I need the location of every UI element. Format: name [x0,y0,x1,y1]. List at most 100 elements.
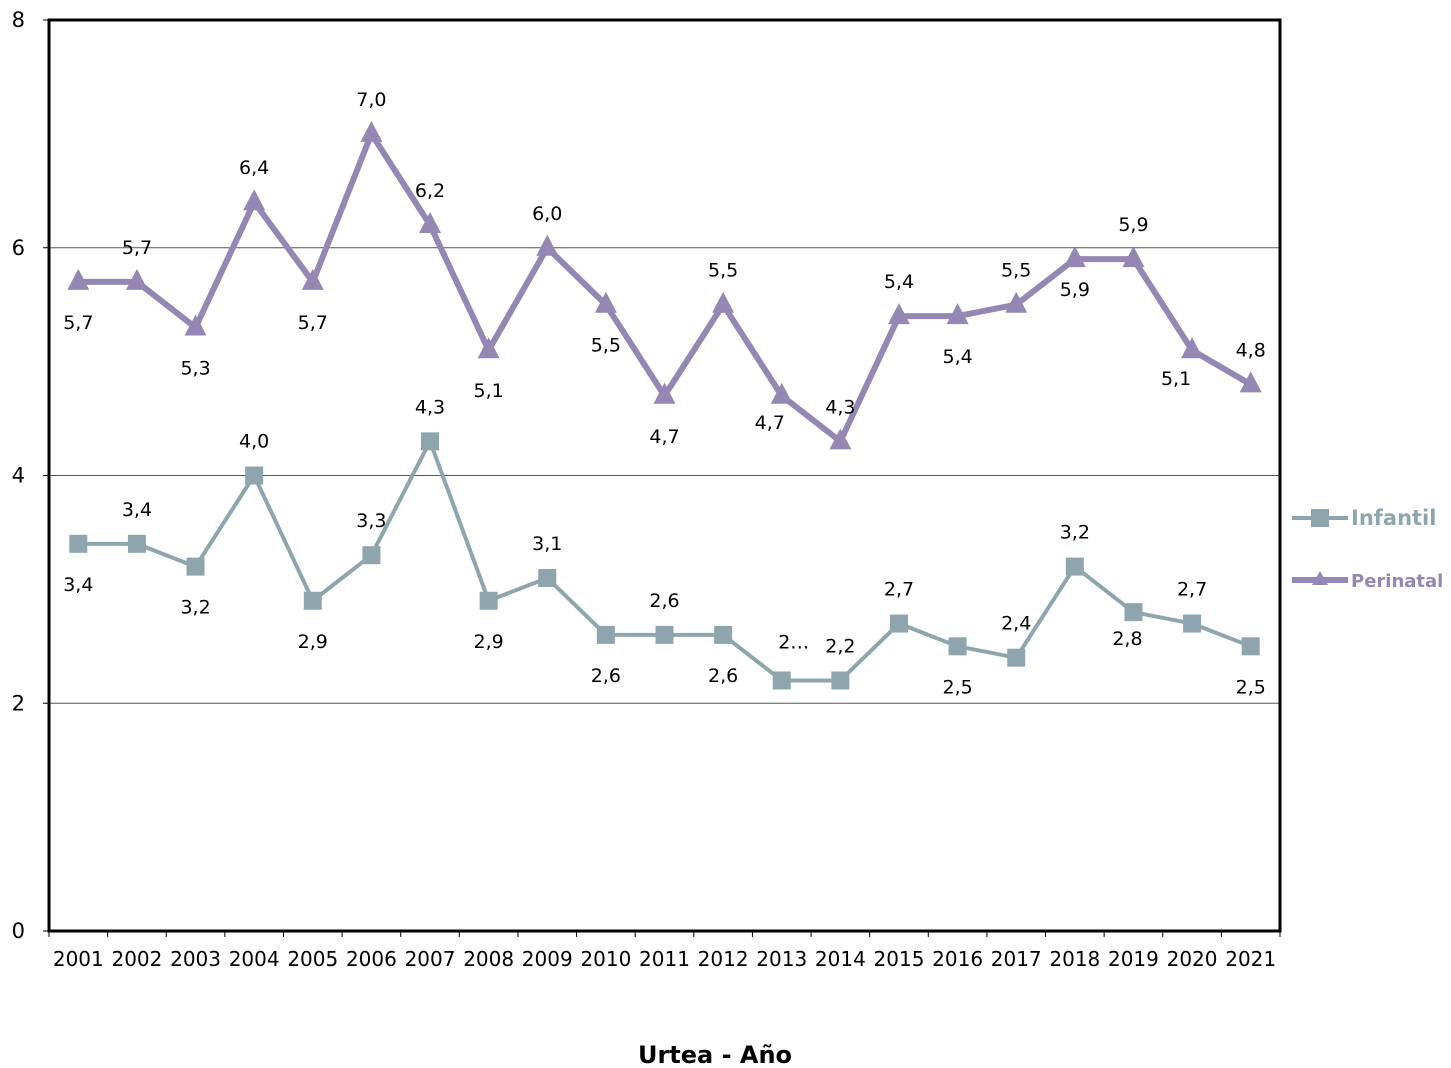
data-label: 3,2 [180,597,210,619]
data-label: 4,0 [239,431,269,453]
data-label: 5,7 [122,237,152,259]
x-tick-label: 2015 [874,947,925,971]
x-tick-label: 2006 [346,947,397,971]
data-label: 2,9 [474,631,504,653]
data-point-marker [421,432,440,451]
data-label: 4,3 [825,396,855,418]
data-label: 5,5 [708,260,738,282]
data-label: 5,1 [1161,368,1191,390]
data-label: 5,1 [474,380,504,402]
data-point-marker [69,534,88,553]
data-label: 2,7 [1177,579,1207,601]
x-tick-label: 2014 [815,947,866,971]
x-tick-label: 2019 [1108,947,1159,971]
data-point-marker [772,671,791,690]
x-tick-label: 2017 [991,947,1042,971]
data-point-marker [125,268,148,290]
data-label: 2,6 [649,590,679,612]
data-point-marker [770,382,793,404]
x-tick-label: 2010 [580,947,631,971]
data-point-marker [653,382,676,404]
data-point-marker [243,189,266,211]
x-tick-label: 2003 [170,947,221,971]
x-tick-label: 2013 [756,947,807,971]
data-point-marker [1065,557,1084,576]
data-label: 4,8 [1236,339,1266,361]
data-label: 3,4 [63,574,93,596]
plot-area-frame [47,18,1282,933]
series-group [67,120,1262,690]
data-point-marker [67,268,90,290]
data-label: 5,5 [1001,260,1031,282]
legend-marker [1311,509,1329,527]
x-axis: 2001 2002 2003 2004 2005 2006 2007 2008 2009 2010… [48,931,1281,971]
data-label: 2,6 [708,665,738,687]
data-point-marker [1124,603,1143,622]
data-label: 2,7 [884,579,914,601]
x-tick-label: 2011 [639,947,690,971]
data-point-marker [714,625,733,644]
data-point-marker [887,303,910,325]
x-tick-label: 2016 [932,947,983,971]
data-label: 5,9 [1118,214,1148,236]
data-label: 5,4 [884,271,914,293]
data-label: 6,4 [239,157,269,179]
data-label: 5,3 [180,357,210,379]
data-point-marker [362,546,381,565]
data-point-marker [184,314,207,336]
data-point-marker [948,637,967,656]
y-tick-label: 0 [12,919,25,943]
x-tick-label: 2018 [1049,947,1100,971]
x-tick-label: 2001 [53,947,104,971]
data-label: 2,5 [942,676,972,698]
data-label: 6,0 [532,203,562,225]
data-point-marker [594,291,617,313]
data-point-marker [538,568,557,587]
data-label: 3,3 [356,510,386,532]
data-label: 2,4 [1001,613,1031,635]
data-label: 5,9 [1060,279,1090,301]
data-point-marker [831,671,850,690]
y-tick-label: 4 [12,464,25,488]
x-tick-label: 2021 [1225,947,1276,971]
data-label: 5,7 [298,312,328,334]
data-point-marker [419,211,442,233]
data-label: 7,0 [356,89,386,111]
data-point-marker [829,428,852,450]
data-point-marker [245,466,264,485]
data-point-marker [360,120,383,142]
data-point-marker [1183,614,1202,633]
data-label: 5,5 [591,335,621,357]
data-label: 4,7 [755,412,785,434]
data-point-marker [1063,246,1086,268]
data-point-marker [1239,371,1262,393]
x-tick-label: 2007 [405,947,456,971]
data-label: 5,4 [942,346,972,368]
data-label: 2… [778,631,809,653]
x-tick-label: 2002 [111,947,162,971]
data-label: 3,2 [1060,522,1090,544]
x-axis-title: Urtea - Año [638,1041,792,1068]
data-label: 4,7 [649,426,679,448]
data-point-marker [1122,246,1145,268]
legend: Infantil Perinatal [1292,506,1443,592]
data-point-marker [655,625,674,644]
x-tick-label: 2009 [522,947,573,971]
data-point-marker [127,534,146,553]
data-point-marker [1181,337,1204,359]
y-tick-label: 2 [12,691,25,715]
x-tick-label: 2008 [463,947,514,971]
legend-marker [1312,571,1328,585]
x-tick-label: 2005 [287,947,338,971]
legend-label: Perinatal [1351,571,1443,592]
legend-label: Infantil [1351,506,1436,530]
data-label: 5,7 [63,312,93,334]
data-label: 4,3 [415,396,445,418]
data-labels: 3,4 3,4 3,2 4,0 2,9 3,3 4,3 2,9 3,1 2,6 2,6 2,6 2… 2,… [63,89,1266,698]
data-point-marker [712,291,735,313]
data-label: 2,8 [1112,628,1142,650]
data-label: 3,1 [532,533,562,555]
x-tick-label: 2020 [1167,947,1218,971]
data-point-marker [477,337,500,359]
